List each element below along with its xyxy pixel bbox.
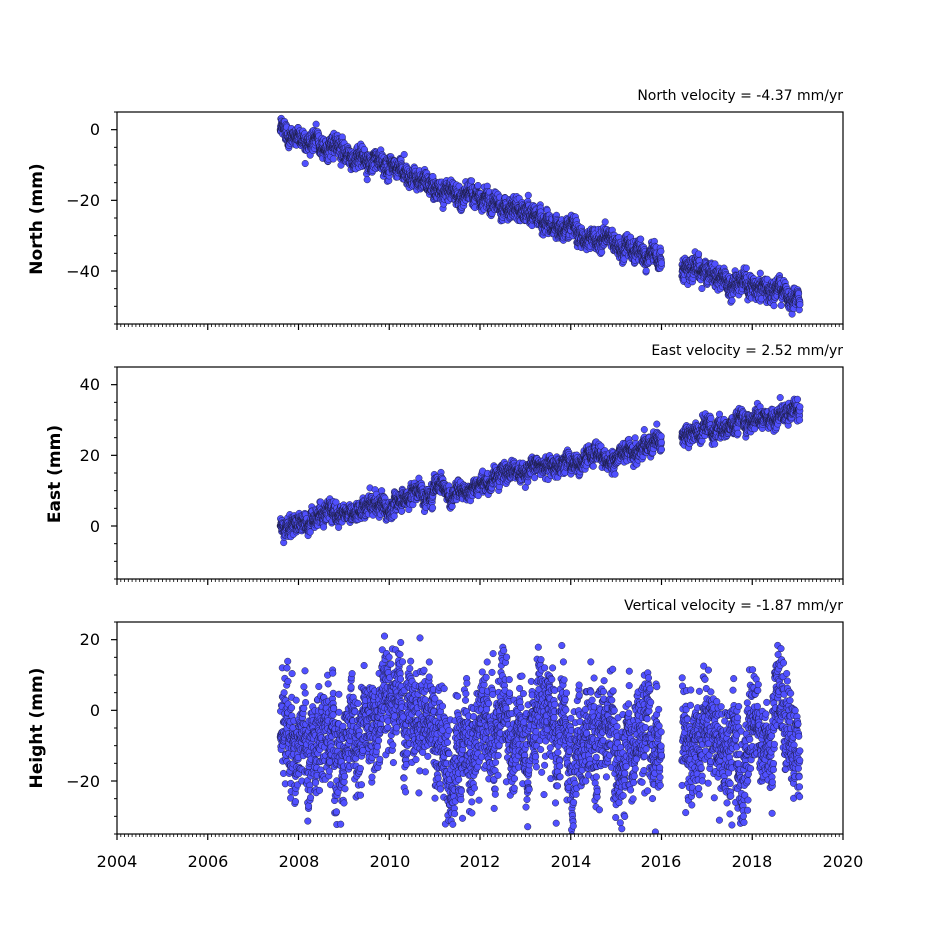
data-point [695, 251, 702, 258]
data-point [757, 270, 764, 277]
north-y-tick-label: −40 [66, 262, 100, 281]
data-point [313, 121, 320, 128]
data-point [339, 134, 346, 141]
data-point [658, 248, 665, 255]
data-point [525, 192, 532, 199]
north-velocity-title: North velocity = -4.37 mm/yr [637, 88, 843, 104]
data-point [729, 297, 736, 304]
data-point [320, 524, 327, 531]
east-y-axis-label: East (mm) [45, 425, 65, 523]
data-point [468, 178, 475, 185]
data-point [330, 156, 337, 163]
data-point [429, 505, 436, 512]
north-y-tick-label: −20 [66, 191, 100, 210]
east-y-tick-label: 20 [80, 446, 100, 465]
data-point [778, 302, 785, 309]
data-point [391, 513, 398, 520]
data-point [602, 219, 609, 226]
data-point [475, 182, 482, 189]
data-point [401, 151, 408, 158]
east-velocity-title: East velocity = 2.52 mm/yr [651, 343, 843, 359]
data-point [658, 260, 665, 267]
data-point [643, 267, 650, 274]
east-y-tick-label: 40 [80, 375, 100, 394]
data-point [637, 236, 644, 243]
east-y-tick-label: 0 [90, 517, 100, 536]
data-point [771, 302, 778, 309]
data-point [364, 176, 371, 183]
data-point [302, 160, 309, 167]
north-y-tick-label: 0 [90, 120, 100, 139]
data-point [743, 265, 750, 272]
north-y-axis-label: North (mm) [27, 163, 47, 274]
data-point [797, 301, 804, 308]
